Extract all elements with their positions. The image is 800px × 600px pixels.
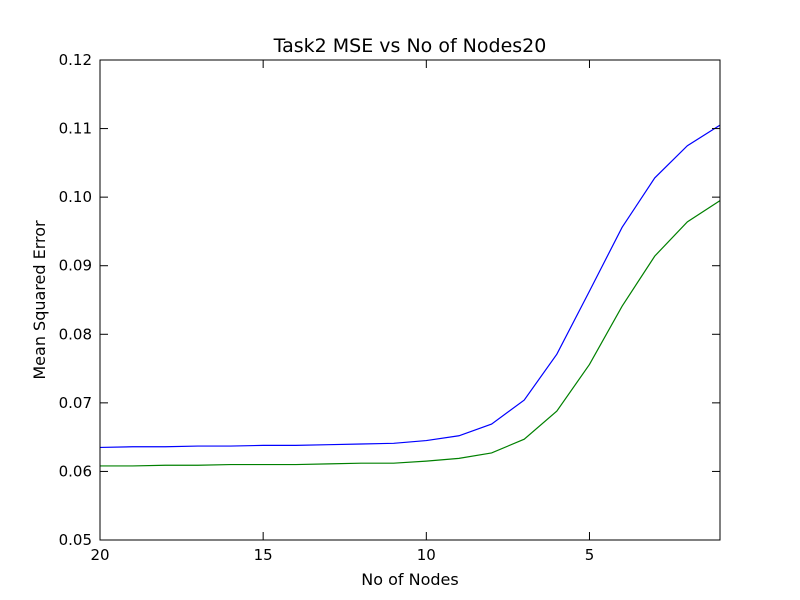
y-tick-label: 0.06	[59, 462, 92, 480]
chart-title: Task2 MSE vs No of Nodes20	[273, 35, 547, 57]
x-axis-label: No of Nodes	[361, 570, 458, 589]
x-tick-labels: 20 15 10 5	[90, 546, 594, 564]
series-line-2	[100, 200, 721, 467]
x-tick-label: 15	[254, 546, 273, 564]
y-tick-label: 0.11	[59, 120, 92, 138]
series-layer	[99, 124, 721, 467]
tick-layer	[99, 59, 720, 541]
y-tick-label: 0.07	[59, 394, 92, 412]
y-tick-label: 0.09	[59, 257, 92, 275]
y-tick-label: 0.08	[59, 325, 92, 343]
y-tick-label: 0.12	[59, 51, 92, 69]
plot-frame	[99, 59, 721, 541]
x-tick-label: 20	[90, 546, 109, 564]
y-tick-label: 0.05	[59, 531, 92, 549]
x-tick-label: 10	[417, 546, 436, 564]
x-tick-label: 5	[585, 546, 595, 564]
y-axis-label: Mean Squared Error	[30, 220, 49, 380]
y-tick-label: 0.10	[59, 188, 92, 206]
series-line-1	[99, 124, 721, 449]
y-tick-labels: 0.05 0.06 0.07 0.08 0.09 0.10 0.11 0.12	[59, 51, 92, 549]
